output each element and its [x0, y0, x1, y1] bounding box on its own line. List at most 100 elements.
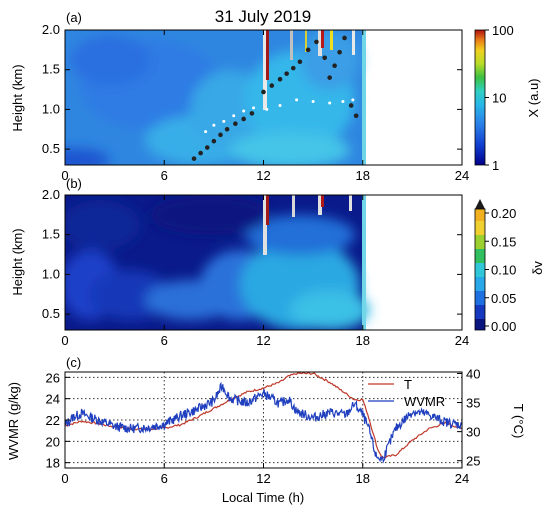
panel-b-ytick-label: 2.0 [42, 187, 60, 202]
legend-wvmr-label: WVMR [404, 394, 445, 409]
panel-c-ylabel-left: WVMR (g/kg) [6, 382, 21, 460]
panel-a-black-markers [191, 35, 359, 161]
black-marker [327, 75, 332, 80]
panel-c-axes: 0 6 12 18 24 18 20 22 24 26 25 30 35 40 [46, 366, 481, 486]
colorbar-b-ticks: 0.00 0.05 0.10 0.15 0.20 [485, 206, 516, 334]
panel-c-ytick-label-right: 40 [466, 366, 480, 381]
panel-b-xtick-label: 12 [256, 333, 270, 348]
panel-c-legend: T WVMR [368, 377, 445, 409]
panel-c-ytick-label-left: 26 [46, 370, 60, 385]
panel-c-ytick-label-left: 24 [46, 392, 60, 407]
panel-b-xtick-label: 24 [455, 333, 469, 348]
colorbar-a [474, 29, 486, 166]
black-marker [218, 132, 223, 138]
panel-a-label: (a) [66, 10, 82, 25]
black-marker [224, 126, 230, 132]
panel-a-ytick-label: 1.0 [42, 101, 60, 116]
legend-t-label: T [404, 377, 412, 392]
panel-c-ylabel-right: T (°C) [511, 404, 526, 439]
black-marker [353, 113, 359, 119]
panel-b-ytick-label: 1.5 [42, 227, 60, 242]
white-marker [252, 106, 256, 110]
panel-a-white-markers [204, 98, 355, 134]
black-marker [305, 47, 311, 53]
black-marker [241, 116, 246, 122]
colorbar-a-ticks: 1 10 100 [485, 23, 514, 173]
colorbar-b-tick-label: 0.20 [491, 206, 516, 221]
black-marker [204, 145, 210, 150]
panel-b-label: (b) [66, 176, 82, 191]
panel-b: (b) 0 6 12 18 24 0.5 1.0 1.5 2.0 [10, 176, 545, 348]
panel-b-xtick-label: 18 [356, 333, 370, 348]
panel-a-ytick-label: 0.5 [42, 141, 60, 156]
colorbar-b-tick-label: 0.10 [491, 263, 516, 278]
panel-c-label: (c) [66, 355, 81, 370]
panel-c-ytick-label-left: 22 [46, 413, 60, 428]
black-marker [348, 103, 354, 108]
panel-a-ylabel: Height (km) [10, 64, 25, 131]
panel-c-ytick-label-right: 30 [466, 425, 480, 440]
white-marker [232, 114, 236, 118]
white-marker [311, 99, 315, 103]
colorbar-b-tick-label: 0.05 [491, 291, 516, 306]
white-marker [204, 130, 208, 134]
panel-a-xtick-label: 0 [61, 168, 68, 183]
white-marker [222, 119, 226, 123]
panel-c-xtick-label: 24 [455, 471, 469, 486]
black-marker [191, 156, 197, 161]
white-marker [212, 123, 216, 127]
panel-a-xtick-label: 12 [256, 168, 270, 183]
panel-c-ytick-label-left: 20 [46, 434, 60, 449]
panel-c-xtick-label: 12 [256, 471, 270, 486]
black-marker [337, 49, 342, 55]
panel-c-ytick-label-right: 25 [466, 454, 480, 469]
panel-a-ytick-label: 2.0 [42, 22, 60, 37]
white-marker [242, 109, 246, 113]
panel-c: (c) 0 6 12 18 24 18 20 22 24 26 25 30 35 40 T WVMR WV… [6, 355, 526, 505]
black-marker [332, 63, 337, 69]
panel-c-ytick-label-left: 18 [46, 456, 60, 471]
white-marker [265, 107, 269, 111]
panel-a-xtick-label: 24 [455, 168, 469, 183]
colorbar-a-label: X (a.u) [526, 78, 541, 117]
black-marker [269, 83, 275, 88]
panel-b-ytick-label: 0.5 [42, 306, 60, 321]
black-marker [322, 55, 328, 61]
black-marker [198, 150, 203, 156]
colorbar-b [474, 199, 486, 331]
figure-title: 31 July 2019 [215, 7, 311, 26]
panel-a-xtick-label: 6 [161, 168, 168, 183]
series-t-line [65, 372, 462, 459]
white-marker [328, 101, 332, 105]
colorbar-b-tick-label: 0.15 [491, 234, 516, 249]
colorbar-a-tick-label: 100 [492, 23, 514, 38]
panel-a-ytick-label: 1.5 [42, 62, 60, 77]
panel-b-heatmap [65, 195, 370, 330]
panel-b-axes: 0 6 12 18 24 0.5 1.0 1.5 2.0 [42, 187, 469, 348]
black-marker [261, 89, 266, 95]
panel-a: (a) 0 6 12 1 [10, 10, 541, 183]
black-marker [277, 76, 283, 82]
panel-c-xtick-label: 18 [356, 471, 370, 486]
black-marker [314, 39, 319, 45]
series-wvmr-line [65, 381, 462, 464]
white-marker [351, 98, 355, 102]
panel-b-xtick-label: 6 [161, 333, 168, 348]
panel-a-axes: 0 6 12 18 24 0.5 1.0 1.5 2.0 [42, 22, 469, 183]
colorbar-b-tick-label: 0.00 [491, 319, 516, 334]
panel-c-ytick-label-right: 35 [466, 396, 480, 411]
panel-b-ylabel: Height (km) [10, 228, 25, 295]
black-marker [297, 59, 303, 65]
black-marker [284, 71, 289, 76]
black-marker [233, 121, 238, 127]
panel-c-xlabel: Local Time (h) [222, 490, 304, 505]
black-marker [342, 35, 347, 41]
panel-b-xtick-label: 0 [61, 333, 68, 348]
colorbar-a-tick-label: 1 [492, 158, 499, 173]
panel-b-ytick-label: 1.0 [42, 266, 60, 281]
colorbar-b-label: δv [530, 261, 545, 275]
white-marker [278, 103, 282, 107]
white-marker [295, 98, 299, 102]
black-marker [211, 138, 217, 144]
